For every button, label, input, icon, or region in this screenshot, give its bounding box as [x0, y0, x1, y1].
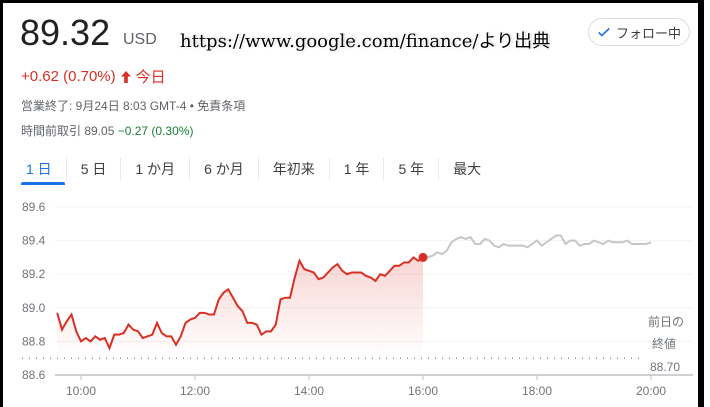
- price-chart[interactable]: 89.6 89.4 89.2 89.0 88.8 88.6 10:00 12:00 14:00 1…: [0, 195, 704, 407]
- y-tick-label: 88.6: [22, 368, 46, 382]
- y-tick-label: 89.6: [22, 200, 46, 214]
- price-change: +0.62 (0.70%) 今日: [21, 66, 166, 87]
- divider: [328, 158, 330, 180]
- divider: [438, 158, 440, 180]
- divider: [65, 158, 67, 180]
- tab-ytd[interactable]: 年初来: [272, 161, 315, 177]
- premarket-label: 時間前取引 89.05: [21, 124, 115, 138]
- market-status: 営業終了: 9月24日 8:03 GMT-4 • 免責条項: [21, 99, 246, 113]
- tab-max[interactable]: 最大: [453, 161, 482, 177]
- x-tick-label: 20:00: [636, 384, 666, 398]
- prev-close-label-2: 終値: [652, 336, 676, 351]
- stock-price: 89.32: [20, 12, 111, 53]
- premarket-change: −0.27 (0.30%): [117, 124, 194, 138]
- currency: USD: [123, 31, 157, 48]
- y-tick-label: 89.4: [22, 234, 46, 248]
- source-note: https://www.google.com/finance/より出典: [180, 31, 551, 52]
- follow-button[interactable]: フォロー中: [588, 18, 690, 46]
- tab-1y[interactable]: 1 年: [343, 161, 370, 177]
- divider: [120, 158, 122, 180]
- x-tick-label: 10:00: [66, 384, 96, 398]
- current-price-dot: [418, 252, 428, 262]
- change-period: 今日: [135, 69, 166, 86]
- y-tick-label: 89.0: [22, 301, 46, 315]
- y-tick-label: 89.2: [22, 267, 46, 281]
- change-value: +0.62 (0.70%): [21, 68, 116, 85]
- range-tabs: 1 日 5 日 1 か月 6 か月 年初来 1 年 5 年 最大: [20, 156, 495, 185]
- divider: [189, 158, 191, 180]
- regular-hours-line: [56, 256, 424, 351]
- arrow-up-icon: [120, 70, 131, 83]
- area-fill: [57, 257, 423, 359]
- divider: [257, 158, 259, 180]
- tab-5d[interactable]: 5 日: [80, 161, 107, 177]
- tab-1d[interactable]: 1 日: [20, 156, 66, 185]
- tab-6m[interactable]: 6 か月: [204, 161, 244, 177]
- after-hours-line: [422, 234, 652, 259]
- premarket-info: 時間前取引 89.05 −0.27 (0.30%): [21, 122, 193, 139]
- x-tick-label: 12:00: [180, 384, 210, 398]
- tab-5y[interactable]: 5 年: [398, 161, 425, 177]
- tab-1m[interactable]: 1 か月: [135, 161, 176, 177]
- divider: [383, 158, 385, 180]
- follow-label: フォロー中: [615, 25, 681, 41]
- prev-close-value: 88.70: [650, 360, 680, 374]
- prev-close-label-1: 前日の: [648, 314, 684, 329]
- x-tick-label: 16:00: [408, 384, 438, 398]
- check-icon: [598, 27, 610, 37]
- x-tick-label: 18:00: [522, 384, 552, 398]
- x-tick-label: 14:00: [294, 384, 324, 398]
- y-tick-label: 88.8: [22, 334, 46, 348]
